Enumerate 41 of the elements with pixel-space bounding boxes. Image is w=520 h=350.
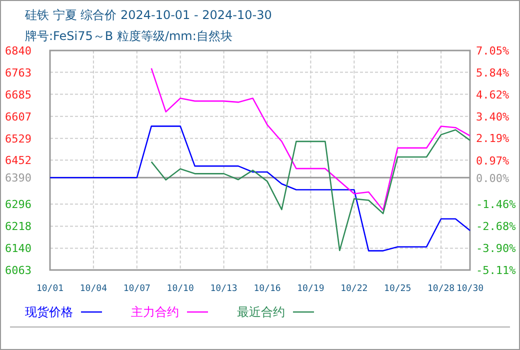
- chart-title: 硅铁 宁夏 综合价 2024-10-01 - 2024-10-30: [24, 8, 272, 22]
- y-tick-label: 6218: [5, 220, 32, 234]
- line-series: [150, 68, 471, 211]
- y2-tick-label: -2.68%: [476, 220, 516, 234]
- y2-tick-label: 4.62%: [476, 88, 510, 102]
- y-tick-label: 6452: [5, 154, 32, 168]
- x-tick-label: 10/30: [456, 284, 484, 294]
- y-tick-label: 6840: [5, 44, 32, 58]
- y-tick-label: 6607: [5, 110, 32, 124]
- legend-label: 最近合约: [237, 305, 285, 319]
- y2-tick-label: 5.84%: [476, 66, 510, 80]
- x-tick-label: 10/07: [123, 284, 150, 294]
- line-series: [150, 129, 471, 252]
- x-tick-label: 10/28: [427, 284, 455, 294]
- x-tick-label: 10/01: [36, 284, 64, 294]
- x-tick-label: 10/19: [297, 284, 324, 294]
- legend-label: 主力合约: [131, 305, 179, 319]
- y2-tick-label: 0.97%: [476, 154, 510, 168]
- y-tick-label: 6296: [5, 198, 32, 212]
- x-tick-label: 10/16: [254, 284, 281, 294]
- x-tick-label: 10/25: [384, 284, 412, 294]
- y-tick-label: 6763: [5, 66, 32, 80]
- y2-tick-label: 7.05%: [476, 44, 510, 58]
- y-tick-label: 6685: [5, 88, 32, 102]
- x-tick-label: 10/13: [210, 284, 238, 294]
- y2-tick-label: -5.11%: [476, 264, 516, 277]
- line-series: [49, 126, 471, 252]
- y-tick-label: 6140: [5, 242, 32, 256]
- y-tick-label: 6390: [5, 172, 32, 185]
- x-tick-label: 10/22: [340, 284, 368, 294]
- y2-tick-label: -1.46%: [476, 198, 516, 212]
- y2-tick-label: 2.19%: [476, 132, 510, 146]
- legend-label: 现货价格: [25, 305, 73, 319]
- y-tick-label: 6063: [5, 264, 32, 277]
- chart-subtitle: 牌号:FeSi75～B 粒度等级/mm:自然块: [25, 29, 232, 43]
- y2-tick-label: 3.40%: [476, 110, 510, 124]
- y2-tick-label: -3.90%: [476, 242, 516, 256]
- x-tick-label: 10/10: [166, 284, 194, 294]
- x-tick-label: 10/04: [80, 284, 107, 294]
- y2-tick-label: 0.00%: [476, 172, 510, 185]
- y-tick-label: 6529: [5, 132, 32, 146]
